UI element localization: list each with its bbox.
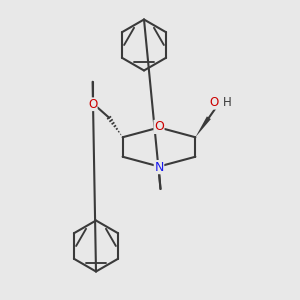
Polygon shape — [195, 116, 211, 137]
Text: O: O — [209, 96, 219, 109]
Text: O: O — [88, 98, 97, 111]
Text: N: N — [154, 160, 164, 174]
Text: O: O — [154, 120, 164, 134]
Text: H: H — [223, 96, 232, 109]
